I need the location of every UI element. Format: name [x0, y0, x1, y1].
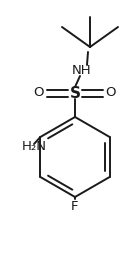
- Text: NH: NH: [72, 64, 92, 77]
- Text: F: F: [71, 201, 79, 214]
- Text: S: S: [70, 86, 80, 100]
- Text: O: O: [34, 86, 44, 99]
- Text: O: O: [106, 86, 116, 99]
- Text: H₂N: H₂N: [22, 140, 47, 153]
